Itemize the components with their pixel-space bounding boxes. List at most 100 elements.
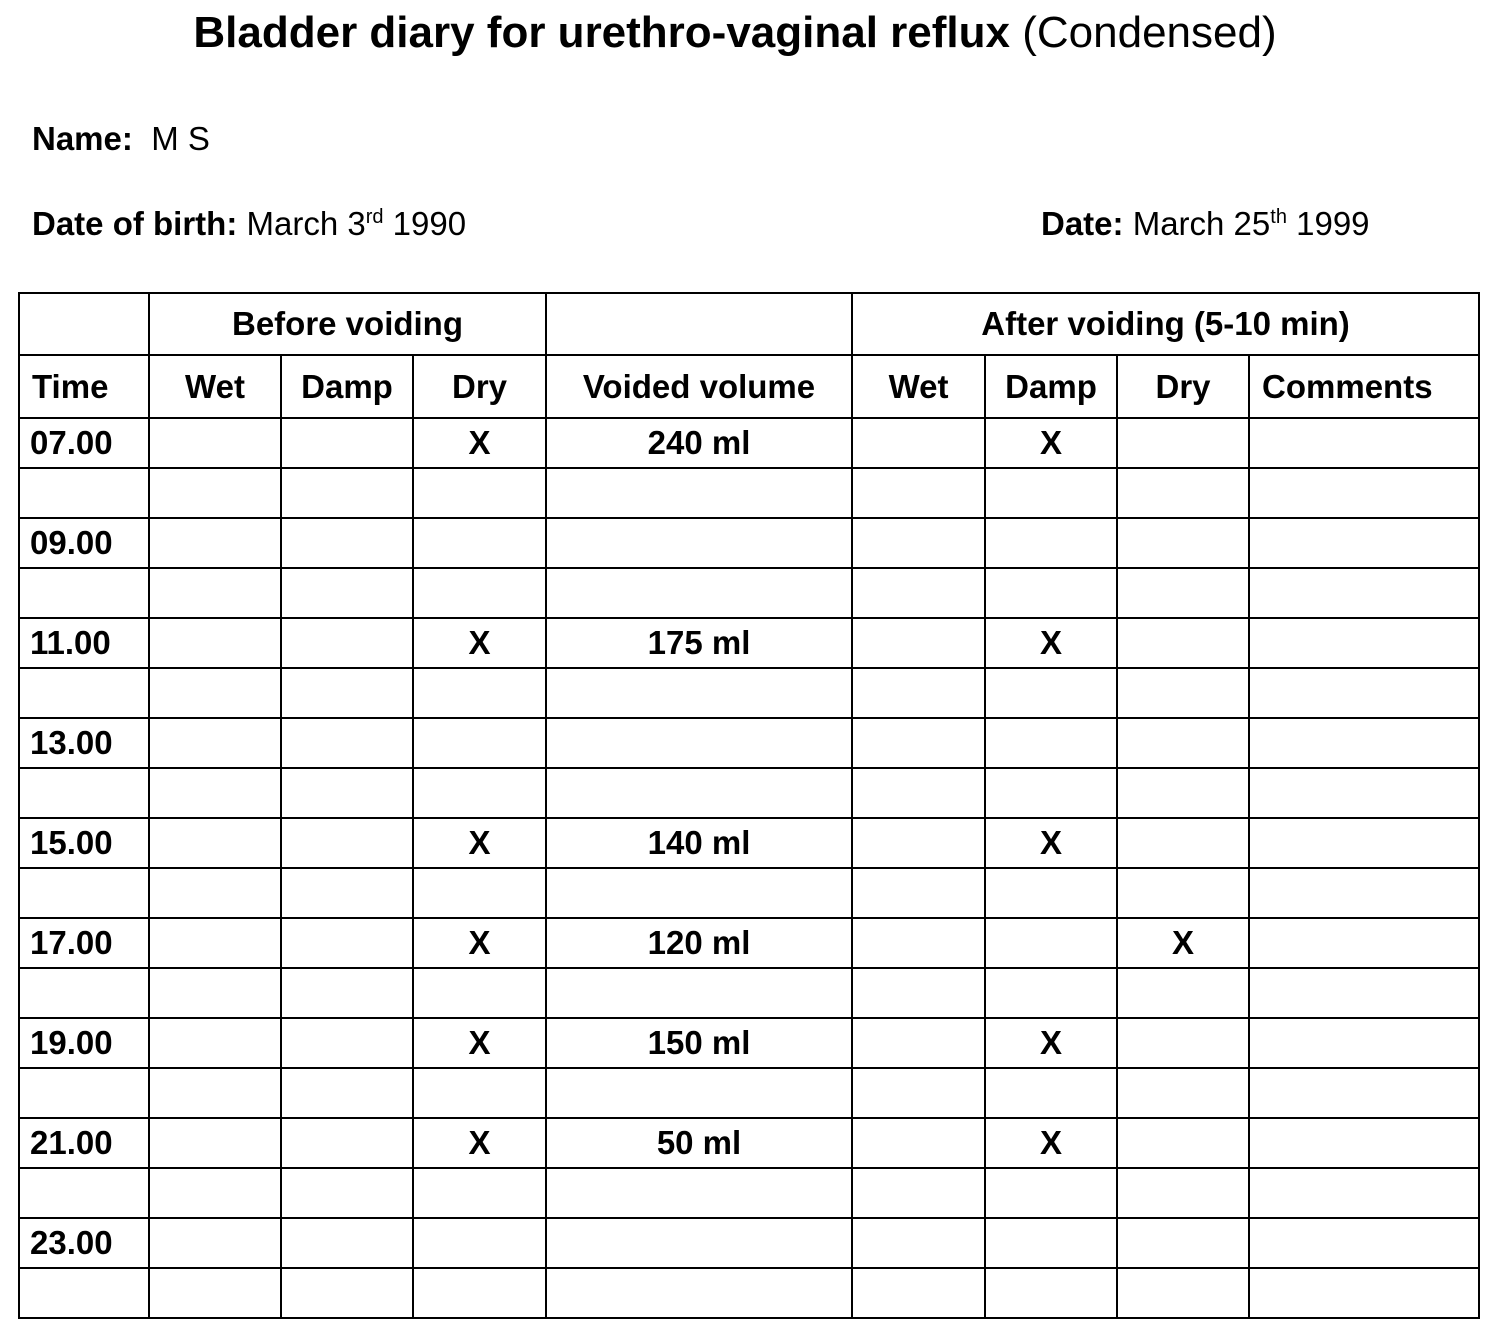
cell-after-dry (1116, 1017, 1251, 1069)
cell-before-wet (148, 467, 282, 519)
cell-after-dry (1116, 417, 1251, 469)
column-header-before-damp: Damp (280, 354, 414, 419)
table-row: 19.00 X 150 ml X (18, 1017, 1481, 1069)
cell-before-wet (148, 1267, 282, 1319)
column-header-comments: Comments (1248, 354, 1481, 419)
cell-time: 09.00 (18, 517, 150, 569)
cell-time (18, 567, 150, 619)
cell-after-dry (1116, 467, 1251, 519)
cell-after-dry (1116, 517, 1251, 569)
cell-time: 23.00 (18, 1217, 150, 1269)
date-value: March 25th 1999 (1132, 205, 1370, 242)
cell-after-dry (1116, 867, 1251, 919)
cell-after-wet (851, 967, 987, 1019)
cell-voided-volume (545, 467, 854, 519)
diary-table: Before voiding After voiding (5-10 min) … (18, 292, 1481, 1319)
cell-before-dry (411, 567, 548, 619)
cell-comments (1248, 917, 1481, 969)
cell-after-wet (851, 417, 987, 469)
cell-before-wet (148, 917, 282, 969)
table-row: 13.00 (18, 717, 1481, 769)
table-row (18, 867, 1481, 919)
cell-before-wet (148, 967, 282, 1019)
table-row (18, 967, 1481, 1019)
cell-voided-volume (545, 967, 854, 1019)
cell-before-dry (411, 1217, 548, 1269)
cell-after-damp (984, 517, 1119, 569)
cell-time: 11.00 (18, 617, 150, 669)
cell-before-dry (411, 717, 548, 769)
cell-voided-volume (545, 1217, 854, 1269)
cell-after-dry (1116, 617, 1251, 669)
cell-voided-volume (545, 1267, 854, 1319)
cell-before-damp (280, 617, 414, 669)
cell-comments (1248, 1167, 1481, 1219)
name-field: Name: M S (32, 120, 210, 158)
cell-after-wet (851, 517, 987, 569)
cell-before-dry: X (411, 1117, 548, 1169)
cell-comments (1248, 517, 1481, 569)
cell-before-wet (148, 567, 282, 619)
cell-before-dry: X (411, 817, 548, 869)
cell-before-wet (148, 1017, 282, 1069)
cell-voided-volume: 175 ml (545, 617, 854, 669)
cell-before-wet (148, 617, 282, 669)
cell-before-dry (411, 667, 548, 719)
column-header-voided-volume: Voided volume (545, 354, 854, 419)
cell-before-dry: X (411, 1017, 548, 1069)
cell-before-damp (280, 717, 414, 769)
cell-before-damp (280, 667, 414, 719)
table-row (18, 467, 1481, 519)
cell-after-wet (851, 467, 987, 519)
cell-time: 15.00 (18, 817, 150, 869)
cell-before-damp (280, 417, 414, 469)
cell-before-damp (280, 1067, 414, 1119)
cell-before-damp (280, 767, 414, 819)
cell-before-damp (280, 1217, 414, 1269)
cell-before-dry: X (411, 917, 548, 969)
cell-voided-volume (545, 867, 854, 919)
cell-before-dry (411, 867, 548, 919)
cell-after-dry (1116, 667, 1251, 719)
cell-after-damp (984, 1067, 1119, 1119)
cell-after-dry (1116, 767, 1251, 819)
cell-after-damp: X (984, 817, 1119, 869)
cell-time (18, 1267, 150, 1319)
cell-before-dry: X (411, 617, 548, 669)
dob-label: Date of birth: (32, 205, 238, 242)
cell-after-damp (984, 717, 1119, 769)
cell-comments (1248, 1217, 1481, 1269)
group-before-voiding: Before voiding (147, 292, 548, 356)
cell-after-damp (984, 667, 1119, 719)
table-row: 07.00 X 240 ml X (18, 417, 1481, 469)
cell-before-dry (411, 1067, 548, 1119)
cell-voided-volume: 240 ml (545, 417, 854, 469)
cell-time: 13.00 (18, 717, 150, 769)
table-row: 21.00 X 50 ml X (18, 1117, 1481, 1169)
table-row: 11.00 X 175 ml X (18, 617, 1481, 669)
cell-before-dry (411, 467, 548, 519)
cell-before-dry (411, 1267, 548, 1319)
cell-time (18, 1067, 150, 1119)
cell-after-wet (851, 717, 987, 769)
table-row: 23.00 (18, 1217, 1481, 1269)
cell-before-damp (280, 917, 414, 969)
cell-voided-volume: 140 ml (545, 817, 854, 869)
cell-voided-volume (545, 717, 854, 769)
cell-after-dry (1116, 1117, 1251, 1169)
cell-comments (1248, 717, 1481, 769)
cell-before-damp (280, 467, 414, 519)
table-row (18, 1267, 1481, 1319)
cell-comments (1248, 767, 1481, 819)
cell-before-wet (148, 867, 282, 919)
column-header-before-dry: Dry (411, 354, 548, 419)
cell-time: 17.00 (18, 917, 150, 969)
cell-after-damp (984, 1217, 1119, 1269)
column-header-time: Time (18, 354, 150, 419)
cell-after-damp (984, 467, 1119, 519)
cell-after-dry (1116, 1067, 1251, 1119)
cell-after-wet (851, 1167, 987, 1219)
name-label: Name: (32, 120, 133, 157)
cell-before-wet (148, 1117, 282, 1169)
cell-voided-volume (545, 517, 854, 569)
